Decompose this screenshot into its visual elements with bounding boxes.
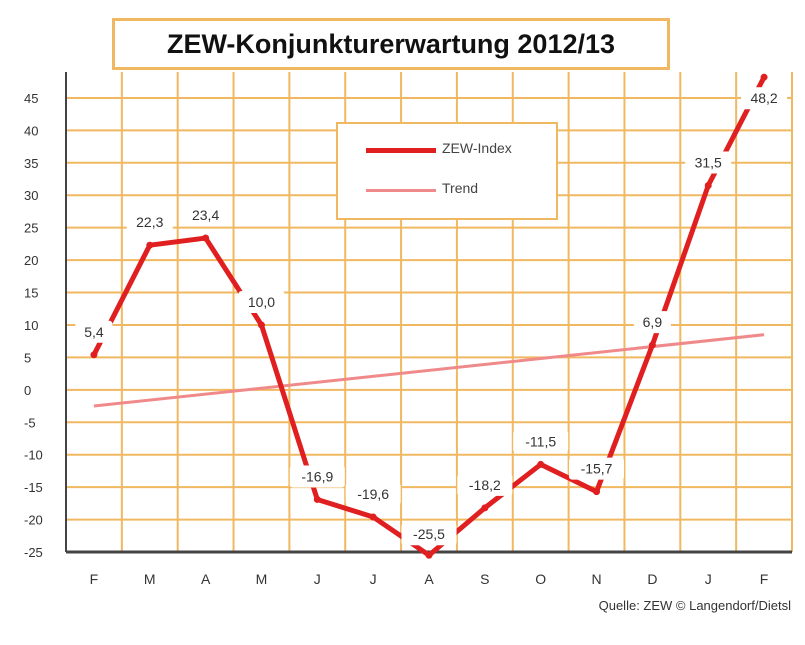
y-tick-label: 25 xyxy=(24,221,38,236)
data-point xyxy=(760,73,768,81)
y-tick-label: 5 xyxy=(24,350,31,365)
x-tick-label: J xyxy=(370,571,377,587)
data-label: -15,7 xyxy=(581,461,613,477)
chart-title-box: ZEW-Konjunkturerwartung 2012/13 xyxy=(112,18,670,70)
x-tick-label: J xyxy=(705,571,712,587)
data-label: 48,2 xyxy=(750,90,777,106)
chart-title: ZEW-Konjunkturerwartung 2012/13 xyxy=(166,28,616,59)
y-tick-label: 15 xyxy=(24,286,38,301)
source-note: Quelle: ZEW © Langendorf/Dietsl xyxy=(598,598,791,613)
y-tick-label: 10 xyxy=(24,318,38,333)
data-label-bg xyxy=(401,523,457,546)
legend-item-trend: Trend xyxy=(338,174,556,204)
data-label-bg xyxy=(741,87,788,110)
data-point xyxy=(313,495,321,503)
y-tick-label: 35 xyxy=(24,156,38,171)
data-label: -16,9 xyxy=(301,468,333,484)
data-label-bg xyxy=(345,482,401,505)
legend-swatch-trend xyxy=(366,189,436,192)
data-label-bg xyxy=(289,465,345,488)
legend: ZEW-Index Trend xyxy=(336,122,558,220)
x-tick-label: S xyxy=(480,571,489,587)
legend-label-trend: Trend xyxy=(442,180,479,196)
x-tick-label: F xyxy=(760,571,769,587)
y-tick-label: -20 xyxy=(24,513,43,528)
data-label: 5,4 xyxy=(84,324,104,340)
data-label-bg xyxy=(569,457,625,480)
x-tick-label: F xyxy=(90,571,99,587)
x-tick-label: N xyxy=(591,571,601,587)
data-point xyxy=(481,504,489,512)
y-tick-label: 0 xyxy=(24,383,31,398)
data-label-bg xyxy=(182,204,229,227)
data-point xyxy=(202,234,210,242)
data-point xyxy=(425,551,433,559)
data-label: -11,5 xyxy=(525,433,556,449)
data-label: 10,0 xyxy=(248,294,275,310)
data-label-bg xyxy=(457,473,513,496)
y-tick-label: 45 xyxy=(24,91,38,106)
data-label-bg xyxy=(238,290,285,313)
y-tick-label: 20 xyxy=(24,253,38,268)
y-tick-label: 40 xyxy=(24,123,38,138)
x-tick-label: M xyxy=(256,571,268,587)
data-label: 23,4 xyxy=(192,207,219,223)
data-label-bg xyxy=(75,320,113,343)
y-tick-label: -5 xyxy=(24,415,36,430)
data-label: 31,5 xyxy=(695,155,722,171)
y-tick-label: -10 xyxy=(24,448,43,463)
legend-swatch-zew-index xyxy=(366,148,436,153)
y-tick-label: -25 xyxy=(24,545,43,560)
data-label: -25,5 xyxy=(413,526,445,542)
x-tick-label: A xyxy=(201,571,211,587)
data-label-bg xyxy=(126,211,173,234)
y-tick-label: -15 xyxy=(24,480,43,495)
data-label-bg xyxy=(633,311,671,334)
data-point xyxy=(369,513,377,521)
x-tick-label: O xyxy=(535,571,546,587)
data-point xyxy=(593,488,601,496)
x-tick-label: D xyxy=(647,571,657,587)
data-label: -19,6 xyxy=(357,486,389,502)
data-point xyxy=(257,321,265,329)
data-point xyxy=(704,182,712,190)
data-label-bg xyxy=(685,151,732,174)
legend-item-zew-index: ZEW-Index xyxy=(338,134,556,164)
data-point xyxy=(537,460,545,468)
legend-label-zew-index: ZEW-Index xyxy=(442,140,512,156)
x-tick-label: A xyxy=(424,571,434,587)
data-label: 22,3 xyxy=(136,214,163,230)
x-tick-label: J xyxy=(314,571,321,587)
data-label-bg xyxy=(513,430,569,453)
y-tick-label: 30 xyxy=(24,188,38,203)
data-label: -18,2 xyxy=(469,477,501,493)
data-point xyxy=(90,351,98,359)
data-label: 6,9 xyxy=(643,314,663,330)
data-point xyxy=(146,241,154,249)
x-tick-label: M xyxy=(144,571,156,587)
data-point xyxy=(648,341,656,349)
